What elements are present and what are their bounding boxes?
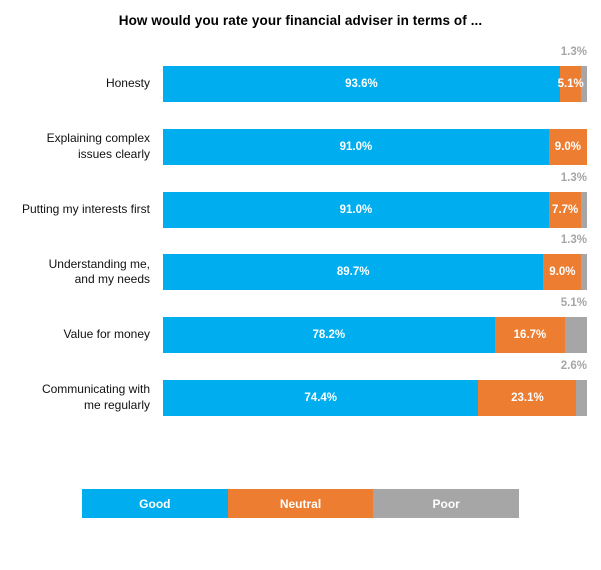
good-value-label: 91.0% (339, 140, 373, 153)
bar-segment-neutral (559, 66, 582, 102)
stacked-bar: 91.0% 9.0% (163, 128, 587, 165)
neutral-value-label: 5.1% (557, 78, 584, 90)
neutral-value-label: 16.7% (513, 329, 547, 342)
good-value-label: 78.2% (312, 329, 346, 342)
category-label: Putting my interests first (21, 201, 150, 216)
chart-row: Putting my interests first 91.0% 7.7% 1.3% (0, 172, 601, 228)
legend-item-poor: Poor (373, 489, 520, 518)
bar-segment-neutral (494, 317, 566, 354)
bar-segment-poor (581, 66, 587, 102)
good-value-label: 91.0% (339, 203, 373, 216)
good-value-label: 89.7% (336, 266, 370, 279)
legend-item-good: Good (82, 489, 228, 518)
category-label: Honesty (105, 76, 150, 91)
bar-segment-poor (581, 191, 587, 228)
bar-segment-good (163, 317, 495, 354)
bar-segment-poor (576, 380, 587, 416)
category-label: Understanding me, and my needs (48, 256, 150, 287)
legend-item-neutral: Neutral (227, 489, 374, 518)
poor-value-label: 5.1% (560, 297, 587, 310)
chart-title: How would you rate your financial advise… (118, 13, 483, 28)
category-label: Value for money (63, 327, 151, 342)
bar-segment-good (163, 128, 549, 165)
bar-segment-good (163, 254, 544, 291)
poor-value-label: 1.3% (560, 171, 587, 184)
stacked-bar: 78.2% 16.7% 5.1% (163, 297, 587, 354)
neutral-value-label: 23.1% (511, 392, 544, 404)
bar-segment-neutral (543, 254, 582, 291)
poor-value-label: 1.3% (560, 46, 587, 58)
chart-row: Explaining complex issues clearly 91.0% 9.… (0, 128, 601, 165)
bar-segment-neutral (548, 191, 582, 228)
good-value-label: 74.4% (304, 392, 338, 404)
neutral-value-label: 7.7% (552, 203, 579, 216)
bar-segment-poor (565, 317, 587, 354)
category-label: Communicating with me regularly (41, 382, 150, 412)
chart-row: Communicating with me regularly 74.4% 23.1… (0, 360, 601, 416)
bar-segment-good (163, 191, 549, 228)
neutral-value-label: 9.0% (554, 140, 582, 153)
poor-value-label: 1.3% (560, 234, 587, 247)
bar-segment-neutral (548, 128, 587, 165)
good-value-label: 93.6% (345, 78, 378, 90)
bar-segment-neutral (478, 380, 576, 416)
category-label: Explaining complex issues clearly (46, 131, 150, 161)
poor-value-label: 2.6% (560, 360, 587, 372)
chart-row: Understanding me, and my needs 89.7% 9.0% 1… (0, 234, 601, 291)
bar-segment-good (163, 66, 560, 102)
stacked-bar: 93.6% 5.1% 1.3% (163, 46, 587, 102)
stacked-bar: 74.4% 23.1% 2.6% (163, 360, 587, 416)
neutral-value-label: 9.0% (549, 266, 576, 279)
stacked-bar: 89.7% 9.0% 1.3% (163, 234, 587, 291)
chart-legend: Good Neutral Poor (82, 489, 520, 518)
chart-row: Honesty 93.6% 5.1% 1.3% (0, 46, 601, 102)
bar-segment-poor (581, 254, 587, 291)
stacked-bar: 91.0% 7.7% 1.3% (163, 172, 587, 228)
bar-segment-good (163, 380, 479, 416)
chart-row: Value for money 78.2% 16.7% 5.1% (0, 297, 601, 354)
